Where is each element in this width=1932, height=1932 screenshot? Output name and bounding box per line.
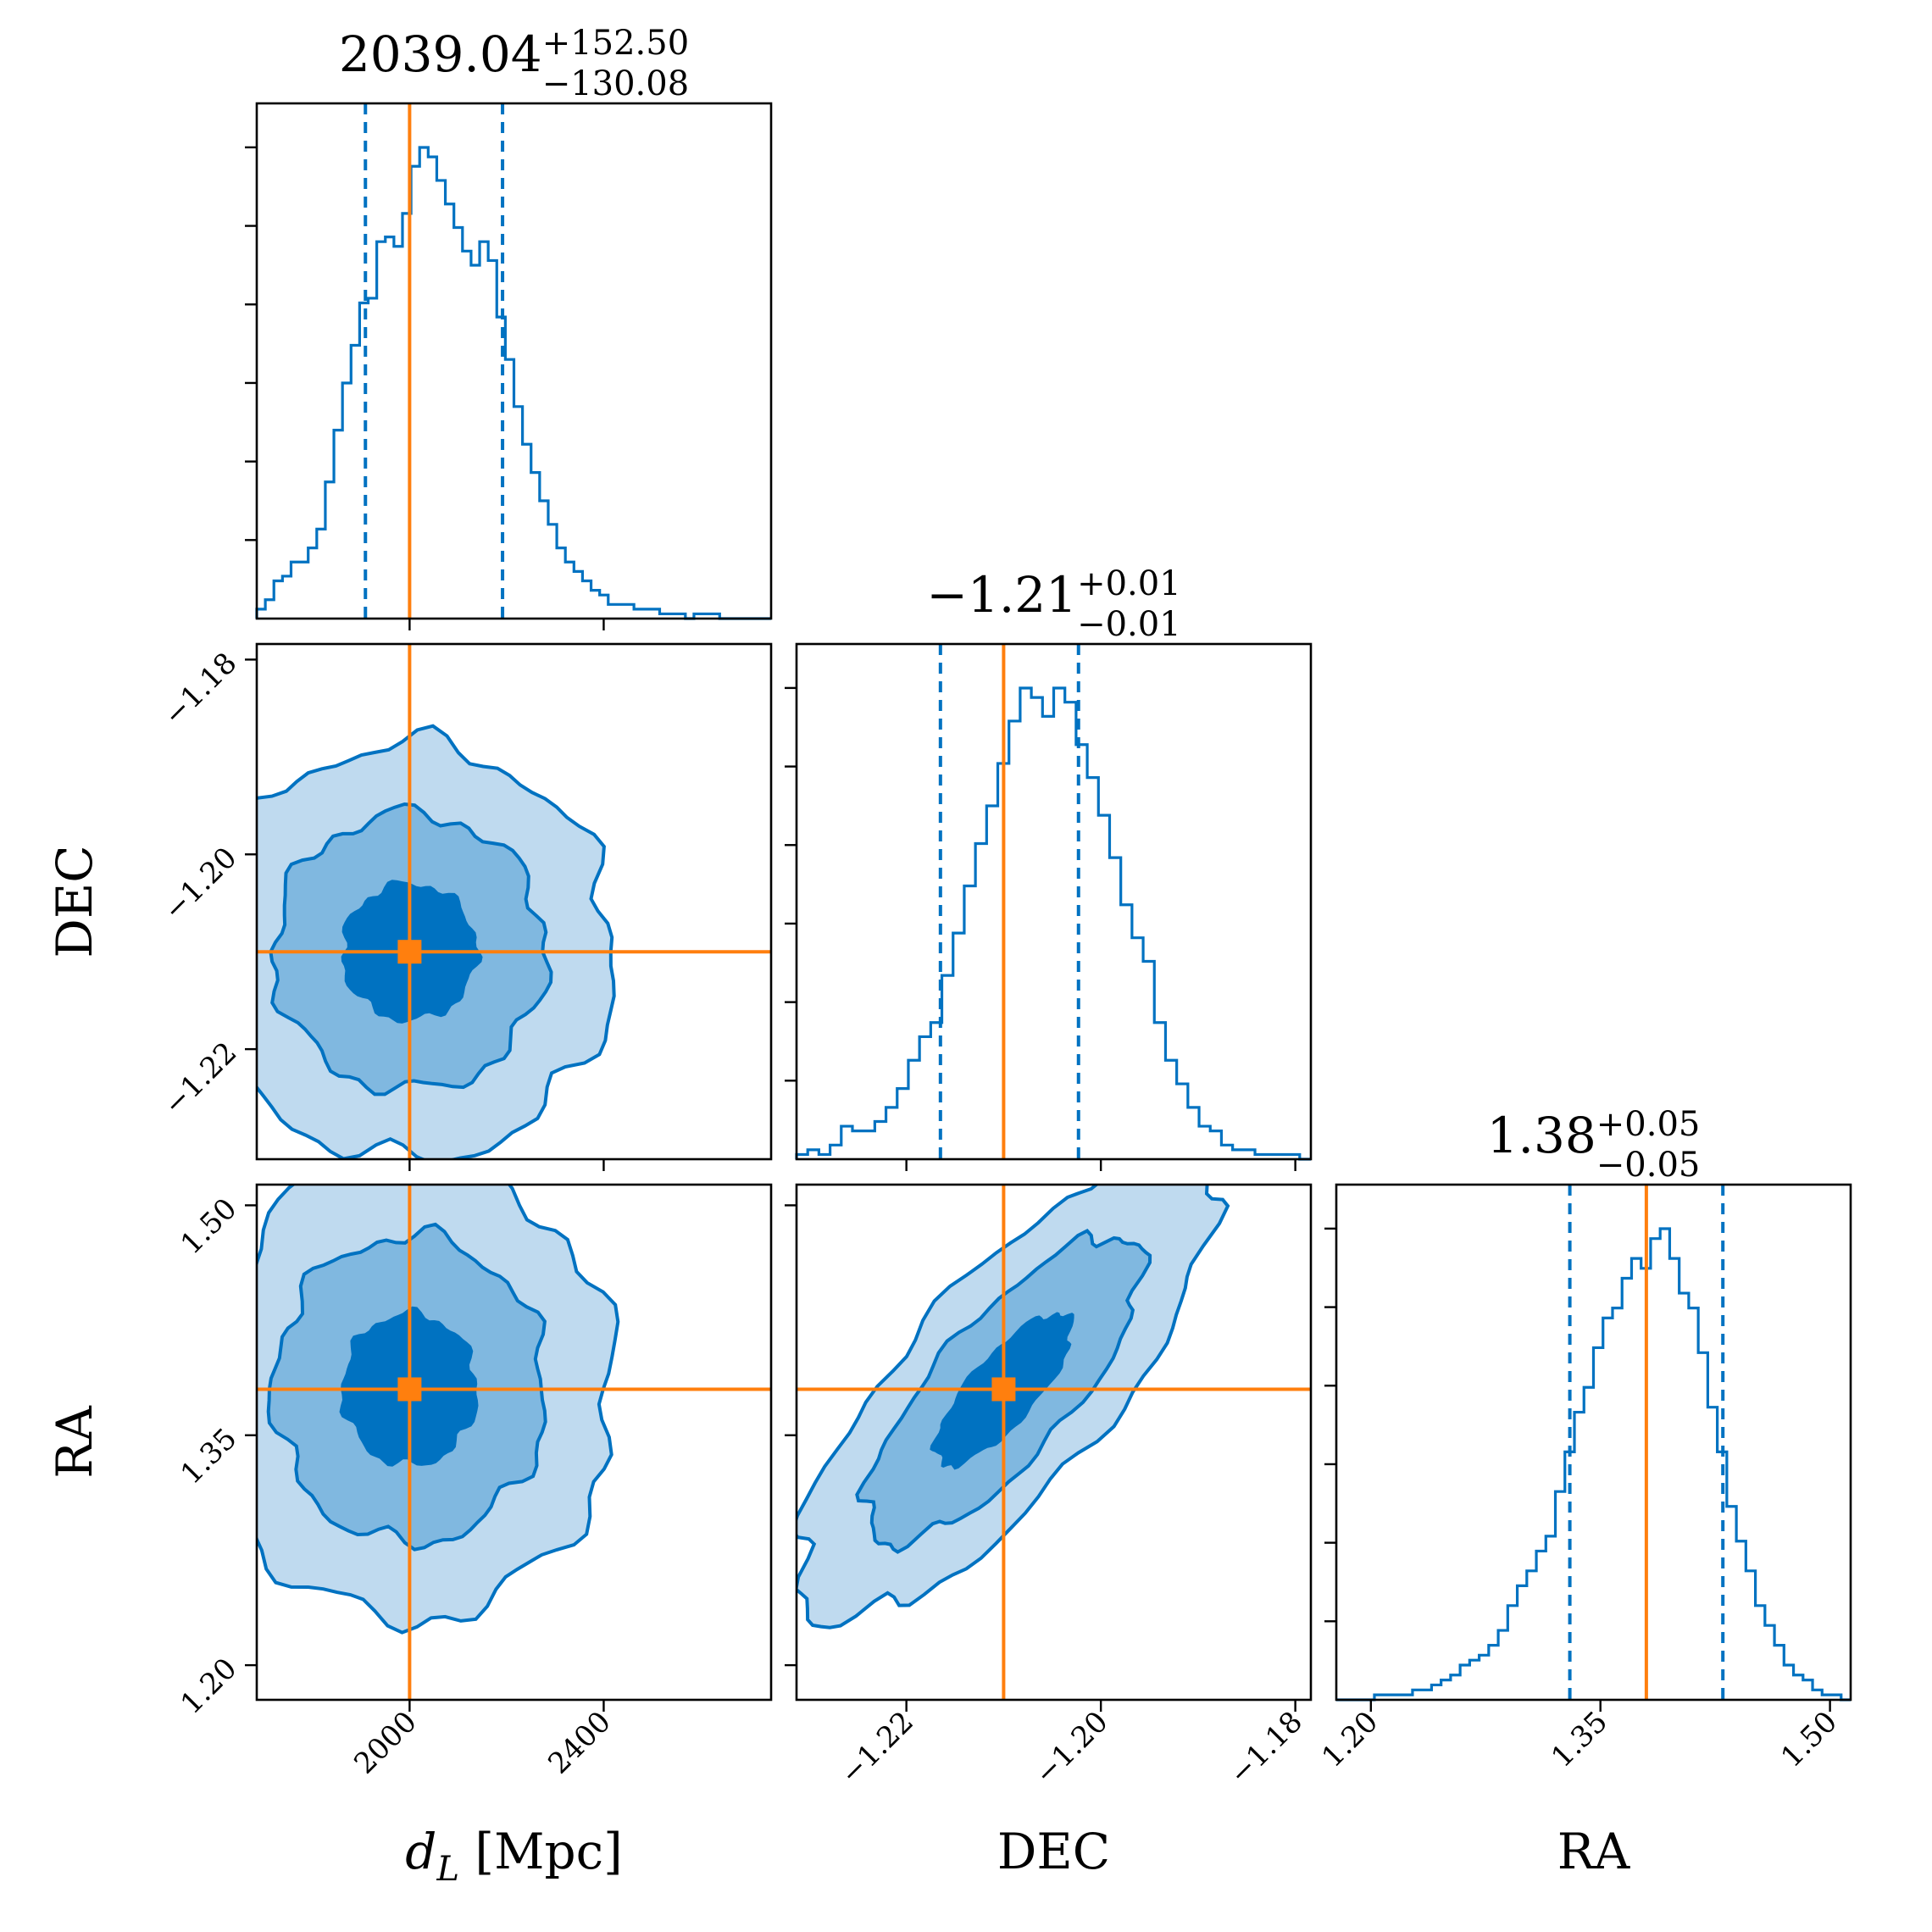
xlabel-DEC: DEC [997,1823,1110,1880]
xtick-label-RA: 1.35 [1545,1705,1614,1774]
xlabel-RA: RA [1557,1823,1631,1880]
title-sub-DEC: −0.01 [1077,605,1181,644]
title-main-RA: 1.38 [1487,1107,1596,1164]
hist-frame-RA [1335,1183,1852,1702]
hist-frame-DEC [795,642,1313,1161]
contour-clip-group [797,1185,1311,1700]
xlabel-dL-unit: [Mpc] [459,1823,623,1880]
title-main-DEC: −1.21 [926,566,1077,624]
xtick-label-RA: 1.20 [1315,1705,1385,1774]
truth-marker [397,1377,422,1402]
ytick-label-DEC: −1.22 [157,1035,243,1122]
ytick-label-RA: 1.35 [175,1422,244,1491]
hist-panel-DEC: −1.21 +0.01−0.01 [785,564,1313,1171]
truth-marker [397,940,422,964]
ytick-label-RA: 1.20 [175,1652,244,1721]
title-sup-dL: +152.50 [542,24,689,63]
title-dL: 2039.04 +152.50−130.08 [339,24,689,103]
hist-panel-RA: 1.38 +0.05−0.05 [1324,1105,1852,1712]
xtick-label-DEC: −1.18 [1223,1705,1309,1791]
title-sup-DEC: +0.01 [1077,564,1181,603]
contour-edge-level-3 [257,724,616,1159]
hist-step-dL [255,146,771,620]
xlabel-dL-sub: L [436,1850,459,1889]
xtick-label-RA: 1.50 [1774,1705,1844,1774]
title-sub-RA: −0.05 [1596,1146,1701,1185]
contour-panel-RA-vs-dL: 1.20 1.35 1.50 [175,1183,773,1721]
contour-clip-group [257,644,771,1159]
xtick-label-dL: 2400 [541,1705,617,1780]
hist-step-DEC [795,686,1311,1161]
contour-clip-group [257,1185,771,1700]
ytick-label-DEC: −1.20 [157,841,243,927]
contour-panel-RA-vs-DEC [785,1183,1313,1712]
contour-frame [795,1183,1313,1702]
ylabel-DEC: DEC [46,845,103,958]
truth-marker [991,1377,1016,1402]
ylabel-RA: RA [46,1405,103,1479]
xtick-label-dL: 2000 [347,1705,423,1780]
xlabel-dL-main: d [405,1823,436,1880]
xtick-label-DEC: −1.20 [1029,1705,1115,1791]
title-main-dL: 2039.04 [339,25,542,83]
ytick-label-RA: 1.50 [175,1192,244,1262]
hist-frame-dL [255,102,773,620]
ytick-label-DEC: −1.18 [157,646,243,732]
xtick-label-DEC: −1.22 [834,1705,920,1791]
title-RA: 1.38 +0.05−0.05 [1487,1105,1701,1185]
hist-panel-dL: 2039.04 +152.50−130.08 [245,24,773,630]
contour-frame [255,1183,773,1702]
title-sup-RA: +0.05 [1596,1105,1701,1144]
hist-step-RA [1336,1227,1851,1702]
contour-frame [255,642,773,1161]
contour-edge-level-3 [797,1185,1230,1629]
contour-panel-DEC-vs-dL: −1.22 −1.20 −1.18 [157,642,773,1171]
contour-edge-level-2 [855,1229,1152,1554]
title-sub-dL: −130.08 [542,64,689,103]
title-DEC: −1.21 +0.01−0.01 [926,564,1180,644]
xlabel-dL: dL [Mpc] [405,1823,622,1889]
contour-edge-level-3 [257,1185,620,1635]
